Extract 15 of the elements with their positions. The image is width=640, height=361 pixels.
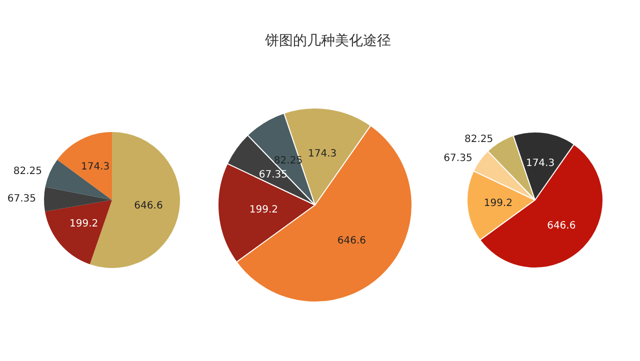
data-label: 67.35 (444, 153, 472, 164)
data-label: 67.35 (258, 169, 288, 180)
data-label: 199.2 (249, 204, 278, 216)
data-label: 174.3 (526, 158, 555, 169)
data-label: 67.35 (7, 194, 36, 205)
data-label: 199.2 (69, 218, 98, 230)
data-label: 646.6 (134, 200, 163, 212)
data-label: 82.25 (13, 166, 42, 177)
data-label: 199.2 (484, 198, 512, 209)
chart-title: 饼图的几种美化途径 (264, 32, 392, 50)
data-label: 646.6 (337, 236, 366, 247)
data-label: 82.25 (464, 134, 494, 145)
data-label: 646.6 (547, 220, 576, 232)
data-label: 174.3 (80, 161, 110, 172)
data-label: 174.3 (308, 148, 337, 160)
